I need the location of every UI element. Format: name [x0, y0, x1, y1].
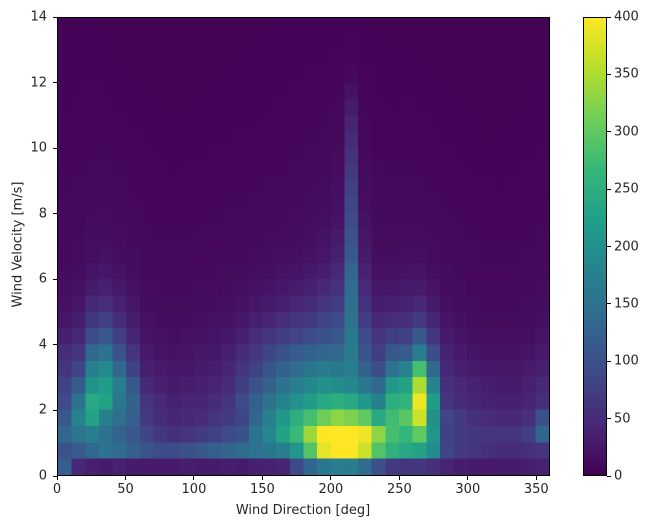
colorbar-tick-mark	[607, 73, 611, 75]
y-tick-label: 12	[30, 75, 47, 91]
x-tick-mark	[56, 476, 58, 480]
x-tick-label: 0	[52, 482, 62, 497]
x-tick-label: 150	[249, 482, 275, 497]
y-tick-mark	[53, 213, 57, 215]
colorbar-tick-label: 50	[614, 411, 631, 427]
colorbar-tick-label: 0	[614, 468, 623, 484]
y-tick-label: 8	[38, 206, 47, 222]
colorbar-tick-mark	[607, 303, 611, 305]
x-tick-label: 300	[455, 482, 481, 497]
x-tick-label: 100	[181, 482, 207, 497]
heatmap-image	[58, 18, 549, 475]
colorbar-tick-label: 100	[614, 353, 639, 369]
colorbar-tick-mark	[607, 418, 611, 420]
x-axis-label: Wind Direction [deg]	[235, 503, 371, 518]
y-tick-label: 10	[30, 140, 47, 156]
y-tick-label: 2	[38, 402, 47, 418]
colorbar-tick-label: 400	[614, 9, 639, 25]
colorbar-tick-mark	[607, 360, 611, 362]
colorbar-tick-mark	[607, 131, 611, 133]
y-tick-mark	[53, 147, 57, 149]
x-tick-label: 200	[318, 482, 344, 497]
x-tick-mark	[535, 476, 537, 480]
x-tick-label: 250	[386, 482, 412, 497]
y-tick-mark	[53, 475, 57, 477]
y-tick-label: 14	[30, 9, 47, 25]
x-tick-mark	[330, 476, 332, 480]
x-tick-mark	[193, 476, 195, 480]
x-tick-label: 50	[117, 482, 134, 497]
colorbar-tick-label: 200	[614, 239, 639, 254]
x-tick-mark	[398, 476, 400, 480]
colorbar	[583, 17, 607, 476]
colorbar-tick-mark	[607, 188, 611, 190]
x-tick-mark	[467, 476, 469, 480]
y-tick-mark	[53, 409, 57, 411]
y-tick-label: 4	[38, 337, 47, 353]
colorbar-tick-mark	[607, 475, 611, 477]
colorbar-tick-label: 250	[614, 181, 639, 197]
y-axis-label: Wind Velocity [m/s]	[10, 181, 26, 308]
x-tick-mark	[261, 476, 263, 480]
plot-area	[57, 17, 550, 476]
y-tick-mark	[53, 344, 57, 346]
colorbar-tick-label: 300	[614, 124, 639, 140]
colorbar-tick-mark	[607, 246, 611, 247]
colorbar-tick-label: 350	[614, 66, 639, 82]
y-tick-label: 6	[38, 271, 47, 287]
colorbar-tick-label: 150	[614, 296, 639, 312]
y-tick-mark	[53, 278, 57, 280]
colorbar-tick-mark	[607, 16, 611, 18]
y-tick-mark	[53, 82, 57, 84]
y-tick-mark	[53, 16, 57, 18]
x-tick-label: 350	[523, 482, 549, 497]
x-tick-mark	[124, 476, 126, 480]
y-tick-label: 0	[38, 468, 47, 484]
